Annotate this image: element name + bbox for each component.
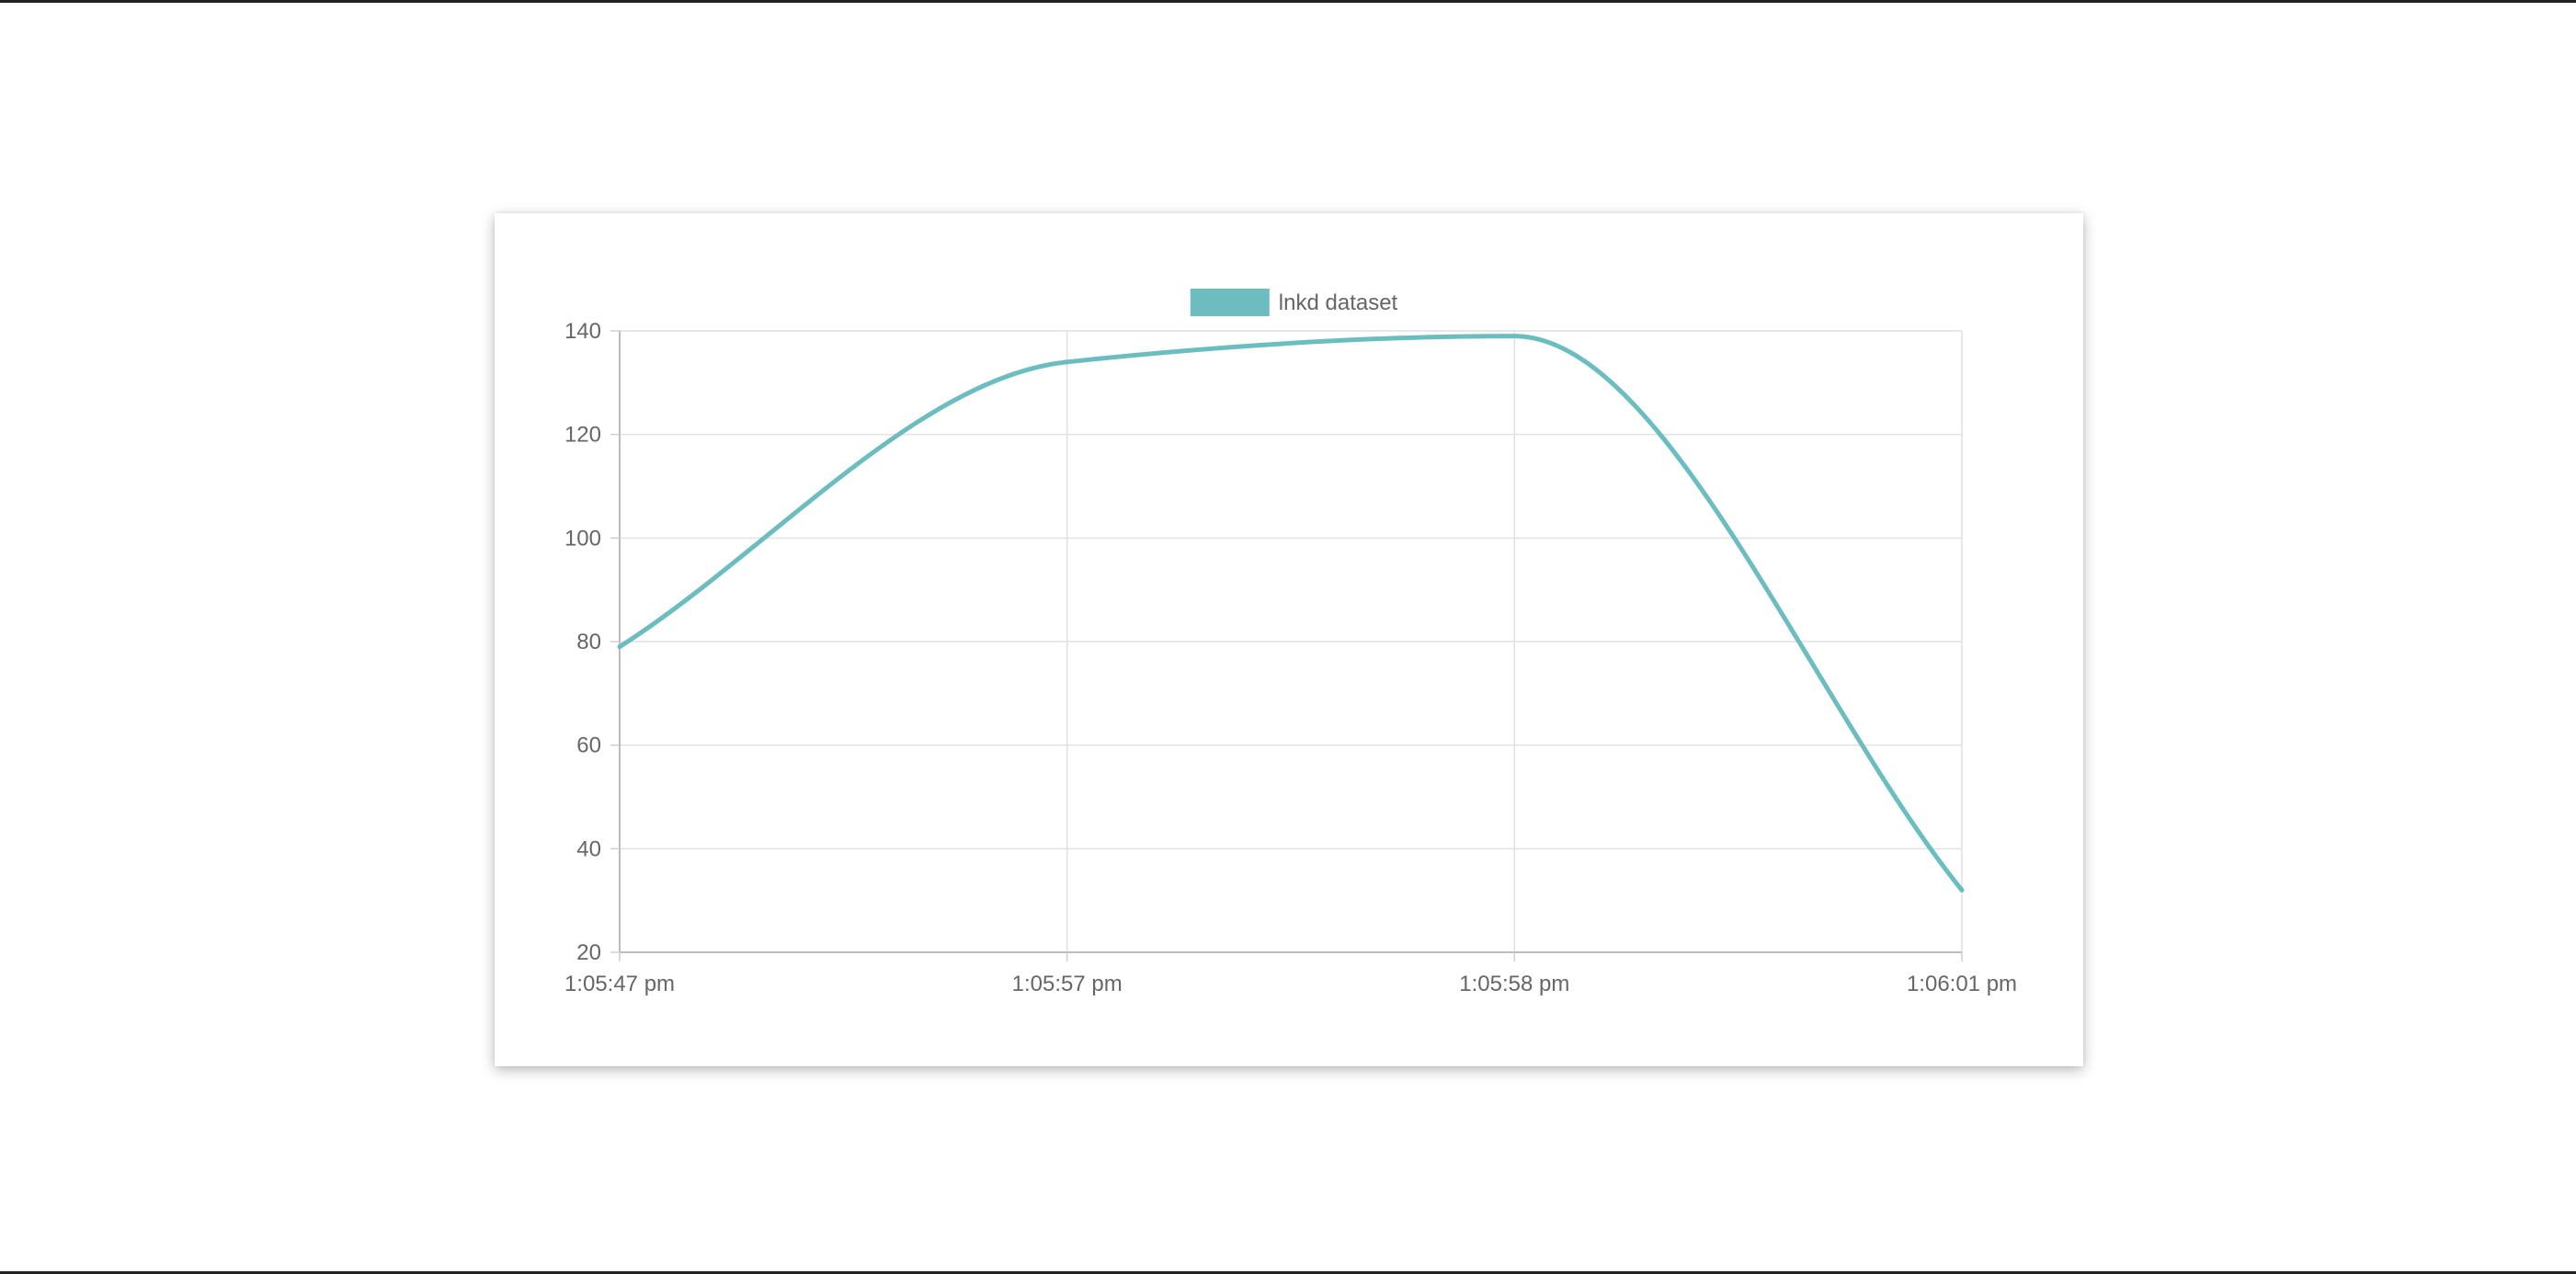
y-tick-label: 80 [576, 630, 601, 654]
y-tick-label: 120 [564, 423, 601, 448]
series-line [617, 334, 1965, 893]
y-tick-label: 140 [564, 319, 601, 344]
legend-label[interactable]: lnkd dataset [1279, 290, 1398, 315]
x-tick-label: 1:06:01 pm [1907, 972, 2017, 996]
y-tick-label: 40 [576, 836, 601, 861]
y-tick-label: 100 [564, 526, 601, 551]
x-tick-label: 1:05:57 pm [1012, 972, 1123, 996]
grid-lines [619, 330, 1963, 953]
y-axis-ticks: 20 40 60 80 100 120 140 [564, 319, 620, 965]
x-axis-ticks: 1:05:47 pm 1:05:57 pm 1:05:58 pm 1:06:01 pm [564, 952, 2017, 996]
data-point[interactable] [617, 644, 622, 650]
data-point[interactable] [1065, 359, 1070, 365]
x-tick-label: 1:05:58 pm [1459, 972, 1569, 996]
data-point[interactable] [1511, 334, 1517, 339]
x-tick-label: 1:05:47 pm [564, 972, 675, 996]
y-tick-label: 20 [576, 940, 601, 965]
series-group [617, 334, 1965, 893]
y-tick-label: 60 [576, 734, 601, 758]
chart-card: 20 40 60 80 100 120 140 1:05:47 pm 1:05:57 pm 1:… [495, 213, 2083, 1066]
legend[interactable]: lnkd dataset [1190, 289, 1398, 316]
data-point[interactable] [1959, 887, 1965, 893]
legend-swatch[interactable] [1190, 289, 1270, 316]
